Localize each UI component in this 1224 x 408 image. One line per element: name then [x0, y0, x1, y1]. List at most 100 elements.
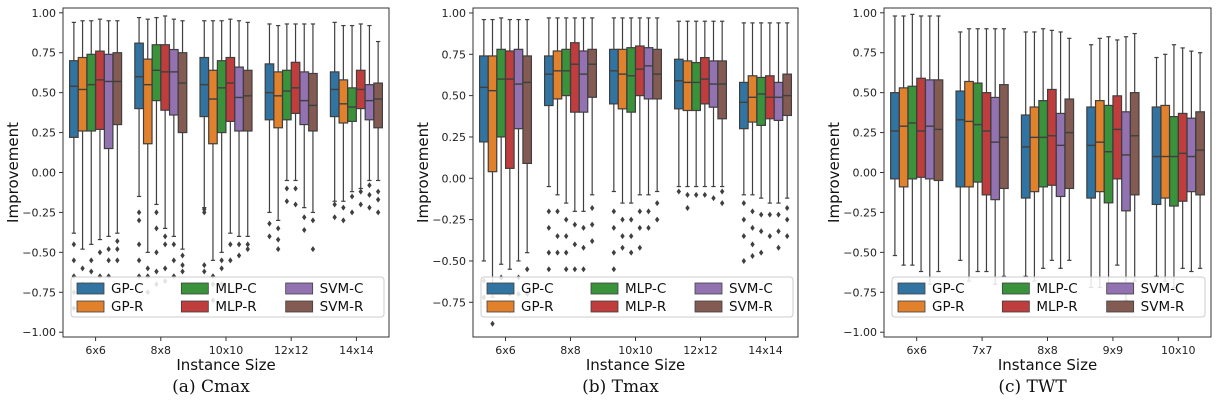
legend-swatch-SVM-C: [1106, 282, 1135, 295]
panel-caption: (a) Cmax: [172, 377, 250, 397]
box-MLP-R-14x14: [764, 22, 775, 240]
x-tick-label: 10x10: [618, 344, 653, 357]
box-body: [608, 48, 619, 105]
flier-point: [693, 191, 699, 198]
flier-point: [776, 211, 781, 218]
box-body: [1038, 100, 1049, 188]
box-body: [1121, 111, 1131, 212]
flier-point: [154, 209, 159, 216]
box-SVM-R-10x10: [1195, 52, 1205, 269]
y-tick-label: 0.75: [853, 47, 878, 60]
box-MLP-R-12x12: [699, 20, 710, 198]
y-tick-label: 1.00: [442, 7, 467, 20]
flier-point: [758, 228, 764, 235]
box-body: [587, 48, 598, 98]
flier-point: [332, 201, 337, 208]
flier-point: [375, 209, 381, 216]
y-tick-label: −1.00: [843, 326, 877, 339]
box-SVM-C-10x10: [234, 20, 244, 259]
box-GP-C-14x14: [738, 22, 749, 264]
y-axis-label: Improvement: [825, 122, 843, 223]
box-MLP-R-7x7: [981, 28, 992, 273]
x-tick-label: 7x7: [972, 344, 993, 357]
x-tick-label: 8x8: [560, 344, 581, 357]
x-tick-label: 12x12: [274, 344, 309, 357]
box-body: [1160, 104, 1171, 199]
box-body: [578, 50, 589, 113]
box-body: [673, 58, 684, 110]
flier-point: [219, 265, 224, 272]
legend-swatch-SVM-R: [694, 300, 723, 313]
y-tick-label: 0.75: [442, 48, 467, 61]
box-MLP-R-14x14: [355, 23, 366, 208]
legend: GP-C MLP-C SVM-C GP-R MLP-R SVM-R: [891, 276, 1206, 318]
flier-point: [162, 265, 168, 272]
flier-point: [741, 200, 747, 207]
legend: GP-C MLP-C SVM-C GP-R MLP-R SVM-R: [480, 276, 794, 318]
flier-point: [581, 224, 586, 231]
flier-point: [267, 220, 272, 227]
box-body: [1169, 116, 1179, 207]
flier-point: [115, 257, 120, 264]
flier-point: [620, 244, 625, 251]
legend-label-MLP-C: MLP-C: [625, 281, 666, 297]
flier-point: [784, 205, 790, 212]
flier-point: [202, 206, 207, 213]
flier-point: [180, 262, 185, 269]
y-axis-label: Improvement: [4, 122, 22, 223]
box-body: [273, 71, 284, 129]
flier-point: [367, 182, 372, 189]
box-body: [898, 87, 909, 188]
box-body: [738, 81, 749, 130]
flier-point: [750, 241, 755, 248]
flier-point: [136, 217, 142, 224]
box-MLP-C-12x12: [281, 23, 292, 205]
box-GP-R-14x14: [747, 22, 758, 259]
box-body: [981, 92, 992, 196]
box-body: [955, 90, 966, 188]
flier-point: [202, 209, 207, 216]
box-SVM-C-12x12: [708, 20, 719, 202]
legend-swatch-SVM-R: [285, 300, 314, 313]
box-body: [1029, 106, 1040, 193]
box-body: [522, 55, 533, 165]
flier-point: [628, 249, 634, 256]
flier-point: [646, 208, 651, 215]
y-tick-label: −0.75: [843, 286, 877, 299]
box-body: [281, 69, 292, 121]
box-body: [717, 60, 728, 120]
box-body: [308, 72, 318, 132]
flier-point: [572, 241, 578, 248]
box-GP-R-14x14: [338, 24, 349, 224]
x-tick-label: 14x14: [339, 344, 374, 357]
flier-point: [654, 216, 660, 223]
flier-point: [611, 249, 617, 256]
legend-swatch-GP-C: [486, 282, 515, 295]
legend-swatch-GP-R: [486, 300, 515, 313]
x-axis-label: Instance Size: [176, 356, 275, 374]
box-MLP-C-14x14: [756, 22, 767, 256]
box-SVM-R-8x8: [587, 17, 598, 245]
box-SVM-R-10x10: [652, 17, 663, 223]
y-tick-label: −0.75: [22, 286, 56, 299]
box-SVM-R-6x6: [522, 18, 533, 298]
x-tick-label: 6x6: [906, 344, 927, 357]
box-body: [299, 71, 310, 126]
box-body: [699, 56, 710, 105]
flier-point: [136, 257, 142, 264]
box-body: [504, 50, 515, 169]
y-tick-label: 0.25: [853, 127, 878, 140]
box-body: [569, 42, 580, 113]
box-GP-R-10x10: [1160, 53, 1171, 282]
box-MLP-R-6x6: [95, 18, 105, 280]
y-tick-label: −0.50: [22, 246, 56, 259]
box-body: [1086, 106, 1096, 199]
box-MLP-C-9x9: [1103, 36, 1114, 293]
legend-label-GP-R: GP-R: [111, 299, 144, 315]
box-body: [496, 48, 507, 138]
x-tick-label: 8x8: [151, 344, 172, 357]
box-body: [890, 92, 900, 180]
flier-point: [228, 241, 233, 248]
legend-swatch-GP-R: [897, 300, 926, 313]
box-body: [617, 48, 628, 110]
